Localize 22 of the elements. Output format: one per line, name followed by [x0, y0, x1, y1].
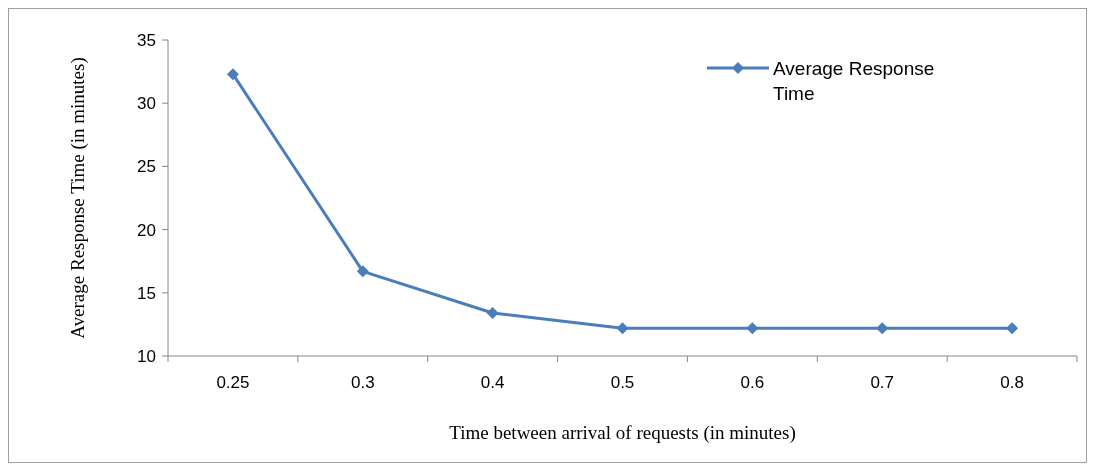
x-tick-label: 0.3	[350, 373, 375, 392]
point	[356, 265, 369, 278]
point	[616, 322, 629, 335]
y-tick-label: 20	[137, 220, 156, 240]
y-tick-label: 35	[137, 30, 156, 50]
x-tick-label: 0.7	[870, 373, 895, 392]
point	[746, 322, 759, 335]
x-tick-label: 0.5	[610, 373, 635, 392]
legend-label: Average Response Time	[773, 57, 935, 104]
y-tick-label: 15	[137, 283, 156, 303]
x-tick-label: 0.6	[740, 373, 765, 392]
point	[1006, 322, 1019, 335]
point	[486, 307, 499, 320]
y-tick-label: 25	[137, 157, 156, 177]
point	[226, 68, 239, 81]
x-axis-title: Time between arrival of requests (in minutes)	[449, 422, 796, 444]
x-tick-label: 0.25	[216, 373, 250, 392]
y-tick-label: 10	[137, 346, 156, 366]
x-tick-label: 0.4	[480, 373, 505, 392]
y-tick-label: 30	[137, 94, 156, 114]
x-tick-label: 0.8	[1000, 373, 1024, 392]
y-axis-title: Average Response Time (in minutes)	[67, 57, 89, 339]
